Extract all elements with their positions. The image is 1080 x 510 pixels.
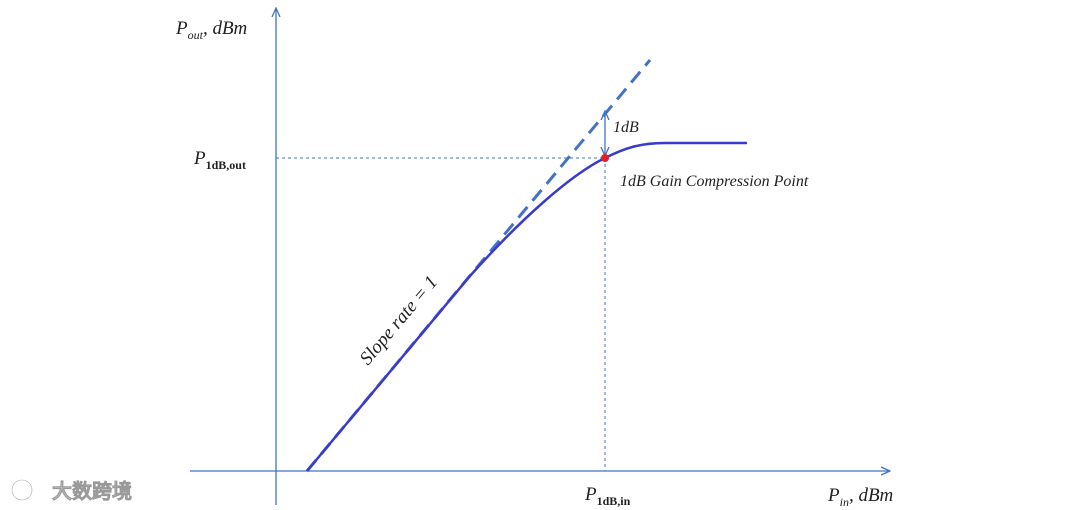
delta-label: 1dB <box>613 119 639 136</box>
p1db-in-label: P1dB,in <box>584 484 631 508</box>
label-base: P <box>827 485 840 506</box>
watermark-icon-outline <box>11 479 33 501</box>
compression-point <box>601 154 609 162</box>
label-sub: in <box>840 495 849 509</box>
watermark: 大数跨境 <box>10 478 132 503</box>
slope-label: Slope rate = 1 <box>356 272 442 369</box>
point-label: 1dB Gain Compression Point <box>620 173 809 190</box>
label-sub: 1dB,in <box>597 494 631 508</box>
label-sub: out <box>188 28 204 42</box>
label-base: P <box>584 484 597 505</box>
label-base: P <box>193 148 206 169</box>
y-axis-label: Pout, dBm <box>175 18 247 42</box>
watermark-text: 大数跨境 <box>52 479 132 503</box>
label-rest: , dBm <box>849 485 893 506</box>
label-rest: , dBm <box>203 18 247 39</box>
gain-curve <box>306 141 747 472</box>
label-base: P <box>175 18 188 39</box>
x-axis-label: Pin, dBm <box>827 485 893 509</box>
p1db-out-label: P1dB,out <box>193 148 246 172</box>
label-sub: 1dB,out <box>206 158 246 172</box>
